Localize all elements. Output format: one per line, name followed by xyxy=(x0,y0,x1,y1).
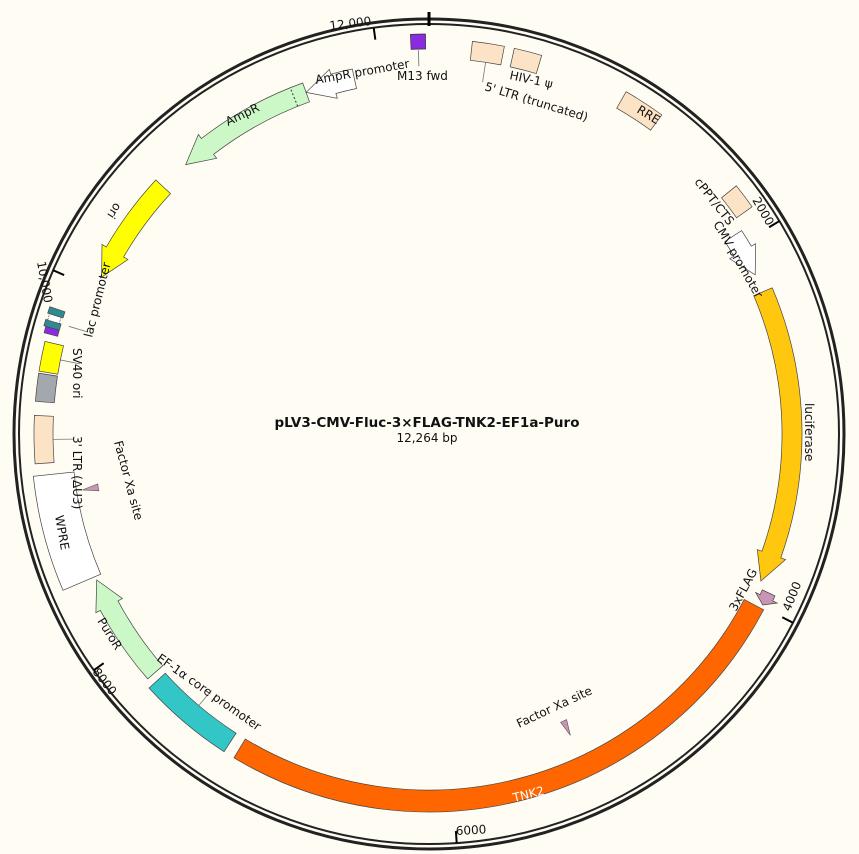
feature-rre[interactable] xyxy=(616,91,663,131)
feature-shape[interactable] xyxy=(724,230,756,276)
feature-3xflag[interactable] xyxy=(754,589,779,606)
plasmid-title: pLV3-CMV-Fluc-3×FLAG-TNK2-EF1a-Puro xyxy=(275,415,580,431)
feature-lac-promoter[interactable] xyxy=(43,306,89,337)
feature-shape[interactable] xyxy=(233,599,765,813)
feature-shape[interactable] xyxy=(560,719,571,736)
feature-wpre[interactable] xyxy=(32,471,102,591)
feature-shape[interactable] xyxy=(38,340,64,375)
feature-shape[interactable] xyxy=(469,41,505,66)
tick-mark xyxy=(52,269,65,276)
label-wpre[interactable]: WPRE xyxy=(52,514,72,551)
feature-ef-1-core-promoter[interactable] xyxy=(148,672,237,753)
feature-puror[interactable] xyxy=(95,579,164,680)
tick-label: 12,000 xyxy=(329,14,372,33)
ampr-divider xyxy=(289,87,299,107)
feature-shape[interactable] xyxy=(753,287,803,582)
feature-shape[interactable] xyxy=(43,318,62,331)
tick-mark xyxy=(454,831,458,844)
feature-shape[interactable] xyxy=(185,82,310,166)
tick-mark xyxy=(372,27,377,40)
tick-mark xyxy=(781,616,794,624)
feature-shape[interactable] xyxy=(754,589,779,606)
label-leader xyxy=(60,359,81,365)
feature-shape[interactable] xyxy=(33,415,55,465)
feature-shape[interactable] xyxy=(148,672,237,753)
feature-shape[interactable] xyxy=(47,306,66,319)
feature-shape[interactable] xyxy=(410,33,426,50)
label-lac-promoter[interactable]: lac promoter xyxy=(81,261,113,339)
feature-tnk2[interactable] xyxy=(233,599,765,813)
label-leader xyxy=(198,689,212,706)
feature-luciferase[interactable] xyxy=(753,287,803,582)
feature-5-ltr-truncated[interactable] xyxy=(469,41,505,83)
feature-shape[interactable] xyxy=(101,179,171,278)
plasmid-length: 12,264 bp xyxy=(396,431,457,445)
feature-ori[interactable] xyxy=(101,179,171,278)
label-leader xyxy=(482,62,487,83)
feature-shape[interactable] xyxy=(721,185,753,219)
label-m13-fwd[interactable]: M13 fwd xyxy=(397,69,448,83)
label-sv40-ori[interactable]: SV40 ori xyxy=(70,348,84,399)
tick-label: 6000 xyxy=(455,822,486,838)
feature-m13-fwd[interactable] xyxy=(410,33,426,67)
label-leader xyxy=(68,325,89,333)
feature-ampr[interactable] xyxy=(185,82,310,166)
feature-factor-xa-site[interactable] xyxy=(560,719,571,736)
feature-shape[interactable] xyxy=(616,91,663,131)
feature-3-ltr-u3[interactable] xyxy=(33,415,74,465)
label-factor-xa-2[interactable]: Factor Xa site xyxy=(111,439,146,521)
tick-mark xyxy=(768,220,780,229)
feature-shape[interactable] xyxy=(305,68,357,99)
feature-shape[interactable] xyxy=(35,372,58,404)
feature-unlabeled[interactable] xyxy=(35,372,58,404)
tick-mark xyxy=(93,662,105,671)
feature-hiv-1[interactable] xyxy=(509,47,543,75)
feature-cppt-cts[interactable] xyxy=(721,185,753,219)
feature-factor-xa-site[interactable] xyxy=(82,483,100,492)
label-cmv-promoter[interactable]: CMV promoter xyxy=(710,219,765,301)
feature-ampr-promoter[interactable] xyxy=(305,68,357,99)
feature-shape[interactable] xyxy=(32,471,102,591)
label-luciferase[interactable]: luciferase xyxy=(802,403,816,461)
label-factor-xa-1[interactable]: Factor Xa site xyxy=(514,684,594,731)
label-3ltr[interactable]: 3' LTR (ΔU3) xyxy=(70,436,84,509)
label-ori[interactable]: ori xyxy=(104,200,124,221)
feature-shape[interactable] xyxy=(82,483,100,492)
feature-sv40-ori[interactable] xyxy=(38,340,81,375)
feature-shape[interactable] xyxy=(509,47,543,75)
feature-cmv-promoter[interactable] xyxy=(724,230,756,276)
feature-shape[interactable] xyxy=(95,579,164,680)
